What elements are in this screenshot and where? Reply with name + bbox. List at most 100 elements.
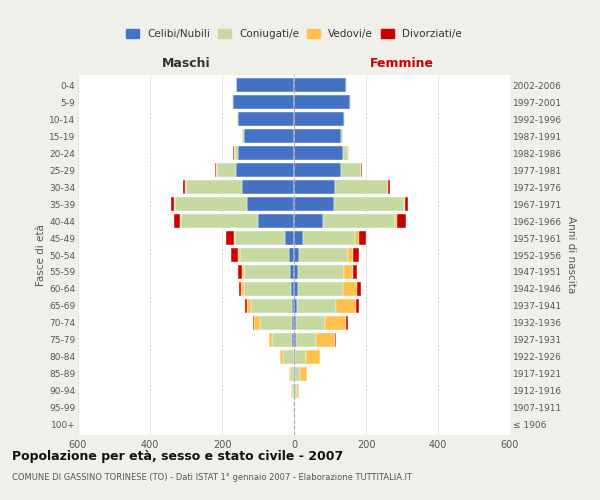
Bar bbox=[238, 265, 242, 279]
Bar bbox=[404, 197, 405, 211]
Bar bbox=[348, 146, 349, 160]
Bar bbox=[316, 333, 335, 347]
Bar bbox=[294, 384, 295, 398]
Bar bbox=[341, 129, 343, 143]
Bar bbox=[343, 146, 348, 160]
Y-axis label: Anni di nascita: Anni di nascita bbox=[566, 216, 576, 294]
Bar bbox=[241, 282, 244, 296]
Bar bbox=[254, 316, 260, 330]
Bar bbox=[242, 265, 244, 279]
Bar bbox=[171, 197, 175, 211]
Y-axis label: Fasce di età: Fasce di età bbox=[36, 224, 46, 286]
Bar bbox=[359, 231, 366, 245]
Bar bbox=[244, 129, 294, 143]
Bar bbox=[258, 214, 294, 228]
Bar bbox=[294, 112, 344, 126]
Bar bbox=[334, 197, 404, 211]
Bar bbox=[294, 95, 350, 109]
Bar bbox=[294, 78, 346, 92]
Bar bbox=[260, 316, 292, 330]
Bar bbox=[355, 231, 359, 245]
Bar bbox=[294, 299, 297, 313]
Bar bbox=[283, 350, 294, 364]
Bar bbox=[397, 214, 406, 228]
Bar bbox=[233, 95, 294, 109]
Bar bbox=[341, 163, 361, 177]
Bar bbox=[343, 282, 357, 296]
Bar bbox=[294, 180, 335, 194]
Text: Femmine: Femmine bbox=[370, 57, 434, 70]
Bar bbox=[323, 214, 395, 228]
Bar bbox=[238, 146, 294, 160]
Bar bbox=[295, 384, 296, 398]
Bar bbox=[236, 78, 294, 92]
Legend: Celibi/Nubili, Coniugati/e, Vedovi/e, Divorziati/e: Celibi/Nubili, Coniugati/e, Vedovi/e, Di… bbox=[122, 24, 466, 43]
Bar bbox=[298, 282, 343, 296]
Bar bbox=[185, 180, 186, 194]
Bar bbox=[294, 282, 298, 296]
Bar bbox=[232, 95, 233, 109]
Bar bbox=[285, 231, 294, 245]
Bar bbox=[240, 248, 289, 262]
Bar bbox=[348, 248, 353, 262]
Bar bbox=[294, 231, 303, 245]
Bar bbox=[291, 282, 294, 296]
Text: COMUNE DI GASSINO TORINESE (TO) - Dati ISTAT 1° gennaio 2007 - Elaborazione TUTT: COMUNE DI GASSINO TORINESE (TO) - Dati I… bbox=[12, 472, 412, 482]
Bar bbox=[290, 367, 294, 381]
Bar bbox=[353, 248, 359, 262]
Bar bbox=[245, 299, 247, 313]
Bar bbox=[186, 180, 242, 194]
Bar bbox=[295, 350, 305, 364]
Bar bbox=[344, 265, 353, 279]
Bar bbox=[299, 248, 348, 262]
Text: Maschi: Maschi bbox=[161, 57, 211, 70]
Bar bbox=[175, 197, 247, 211]
Bar bbox=[226, 231, 233, 245]
Bar bbox=[294, 350, 295, 364]
Bar bbox=[290, 265, 294, 279]
Bar bbox=[247, 299, 251, 313]
Bar bbox=[233, 231, 235, 245]
Bar bbox=[294, 163, 341, 177]
Bar bbox=[296, 333, 316, 347]
Bar bbox=[294, 316, 296, 330]
Bar bbox=[272, 333, 292, 347]
Bar bbox=[242, 129, 244, 143]
Bar bbox=[346, 316, 348, 330]
Bar bbox=[242, 180, 294, 194]
Bar bbox=[294, 214, 323, 228]
Bar bbox=[357, 282, 361, 296]
Bar bbox=[184, 180, 185, 194]
Bar bbox=[292, 316, 294, 330]
Bar bbox=[174, 214, 179, 228]
Bar bbox=[234, 146, 235, 160]
Bar bbox=[251, 299, 292, 313]
Bar bbox=[395, 214, 397, 228]
Bar bbox=[294, 401, 295, 415]
Bar bbox=[294, 265, 298, 279]
Bar bbox=[253, 316, 254, 330]
Bar bbox=[298, 265, 344, 279]
Bar bbox=[217, 163, 236, 177]
Bar bbox=[280, 350, 283, 364]
Bar bbox=[235, 231, 285, 245]
Bar bbox=[294, 367, 295, 381]
Bar bbox=[233, 146, 234, 160]
Bar bbox=[236, 163, 294, 177]
Bar bbox=[303, 231, 355, 245]
Bar bbox=[269, 333, 272, 347]
Bar bbox=[344, 112, 345, 126]
Bar bbox=[335, 333, 336, 347]
Bar bbox=[293, 401, 294, 415]
Bar bbox=[215, 163, 216, 177]
Bar bbox=[238, 112, 294, 126]
Bar bbox=[289, 367, 290, 381]
Bar bbox=[244, 282, 291, 296]
Bar bbox=[297, 299, 337, 313]
Text: Popolazione per età, sesso e stato civile - 2007: Popolazione per età, sesso e stato civil… bbox=[12, 450, 343, 463]
Bar bbox=[231, 248, 238, 262]
Bar bbox=[346, 78, 347, 92]
Bar bbox=[292, 384, 294, 398]
Bar bbox=[300, 367, 307, 381]
Bar bbox=[294, 248, 299, 262]
